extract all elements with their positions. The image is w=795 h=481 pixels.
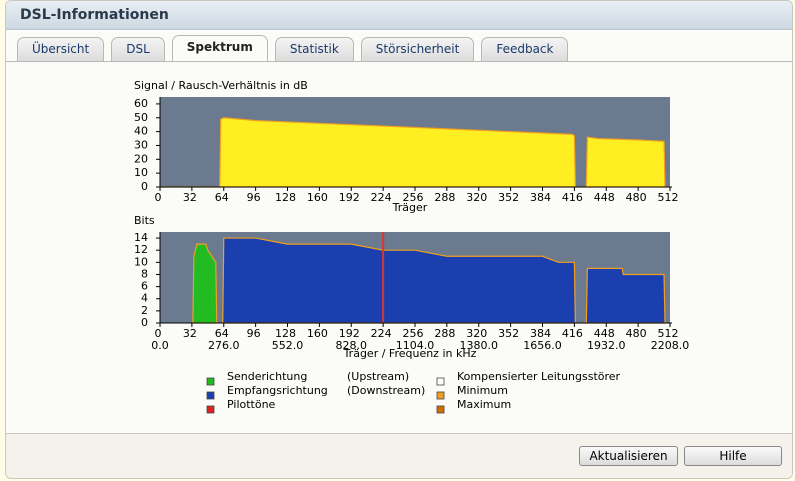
x-tick-label: 416 xyxy=(562,327,583,340)
legend-swatch xyxy=(206,391,215,400)
x-tick-label: 384 xyxy=(530,191,551,204)
chart-title: Bits xyxy=(134,214,155,227)
tab[interactable]: Übersicht xyxy=(17,37,105,61)
y-tick-label: 0 xyxy=(141,316,148,329)
x2-tick-label: 1380.0 xyxy=(460,339,499,352)
area xyxy=(192,243,218,324)
x-tick-label: 0 xyxy=(155,327,162,340)
x-axis-label: Träger xyxy=(392,201,428,214)
legend-direction: (Upstream) xyxy=(347,370,409,383)
x-tick-label: 128 xyxy=(275,327,296,340)
x2-tick-label: 1104.0 xyxy=(396,339,435,352)
tab[interactable]: DSL xyxy=(111,37,165,61)
x-tick-label: 64 xyxy=(215,327,229,340)
legend-swatch xyxy=(206,405,215,414)
x-tick-label: 224 xyxy=(371,327,392,340)
x-tick-label: 160 xyxy=(307,191,328,204)
tab-bar: Übersicht DSL Spektrum Statistik Störsicherh… xyxy=(17,35,569,61)
y-tick-label: 0 xyxy=(141,180,148,193)
x-tick-label: 416 xyxy=(562,191,583,204)
legend-label: Empfangsrichtung xyxy=(227,384,328,397)
legend-swatch xyxy=(436,405,445,414)
y-tick-label: 12 xyxy=(134,243,148,256)
tab[interactable]: Spektrum xyxy=(171,35,268,61)
x-tick-label: 224 xyxy=(371,191,392,204)
footer: Aktualisieren Hilfe xyxy=(6,433,792,478)
x-tick-label: 320 xyxy=(466,191,487,204)
x-tick-label: 512 xyxy=(658,191,679,204)
y-tick-label: 10 xyxy=(134,255,148,268)
y-tick-label: 60 xyxy=(134,97,148,110)
x2-tick-label: 0.0 xyxy=(151,339,169,352)
x-tick-label: 64 xyxy=(215,191,229,204)
tab[interactable]: Statistik xyxy=(274,37,354,61)
x2-tick-label: 1932.0 xyxy=(587,339,626,352)
x-tick-label: 480 xyxy=(626,327,647,340)
x-tick-label: 32 xyxy=(183,327,197,340)
y-tick-label: 40 xyxy=(134,125,148,138)
tab-line xyxy=(6,61,792,62)
y-tick-label: 30 xyxy=(134,138,148,151)
legend-label: Kompensierter Leitungsstörer xyxy=(457,370,621,383)
legend-label: Minimum xyxy=(457,384,508,397)
x-axis-label: Träger / Frequenz in kHz xyxy=(343,347,477,360)
y-tick-label: 10 xyxy=(134,166,148,179)
tab[interactable]: Feedback xyxy=(481,37,569,61)
x-tick-label: 256 xyxy=(403,191,424,204)
y-tick-label: 20 xyxy=(134,152,148,165)
legend-label: Maximum xyxy=(457,398,511,411)
button[interactable]: Aktualisieren xyxy=(579,446,678,466)
x-tick-label: 96 xyxy=(247,327,261,340)
y-tick-label: 50 xyxy=(134,111,148,124)
x-tick-label: 320 xyxy=(466,327,487,340)
x-tick-label: 160 xyxy=(307,327,328,340)
x-tick-label: 352 xyxy=(498,191,519,204)
panel-title: DSL-Informationen xyxy=(6,1,792,30)
x-tick-label: 128 xyxy=(275,191,296,204)
button[interactable]: Hilfe xyxy=(684,446,782,466)
area xyxy=(222,237,666,324)
x-tick-label: 448 xyxy=(594,327,615,340)
legend-swatch xyxy=(436,377,445,386)
legend-swatch xyxy=(436,391,445,400)
x-tick-label: 256 xyxy=(403,327,424,340)
y-tick-label: 8 xyxy=(141,267,148,280)
x-tick-label: 0 xyxy=(155,191,162,204)
x2-tick-label: 552.0 xyxy=(272,339,304,352)
y-tick-label: 4 xyxy=(141,292,148,305)
x-tick-label: 448 xyxy=(594,191,615,204)
x-tick-label: 96 xyxy=(247,191,261,204)
x-tick-label: 512 xyxy=(658,327,679,340)
legend-label: Pilottöne xyxy=(227,398,276,411)
x-tick-label: 192 xyxy=(339,327,360,340)
x-tick-label: 192 xyxy=(339,191,360,204)
x-tick-label: 288 xyxy=(434,327,455,340)
x-tick-label: 480 xyxy=(626,191,647,204)
x2-tick-label: 1656.0 xyxy=(523,339,562,352)
x2-tick-label: 2208.0 xyxy=(651,339,690,352)
x-tick-label: 384 xyxy=(530,327,551,340)
y-tick-label: 14 xyxy=(134,231,148,244)
area xyxy=(160,117,670,188)
legend-swatch xyxy=(206,377,215,386)
x2-tick-label: 276.0 xyxy=(208,339,240,352)
x-tick-label: 32 xyxy=(183,191,197,204)
legend-direction: (Downstream) xyxy=(347,384,425,397)
chart-title: Signal / Rausch-Verhältnis in dB xyxy=(134,79,308,92)
x-tick-label: 288 xyxy=(434,191,455,204)
y-tick-label: 6 xyxy=(141,280,148,293)
x2-tick-label: 828.0 xyxy=(336,339,368,352)
y-tick-label: 2 xyxy=(141,304,148,317)
legend-label: Senderichtung xyxy=(227,370,307,383)
x-tick-label: 352 xyxy=(498,327,519,340)
tab[interactable]: Störsicherheit xyxy=(360,37,475,61)
